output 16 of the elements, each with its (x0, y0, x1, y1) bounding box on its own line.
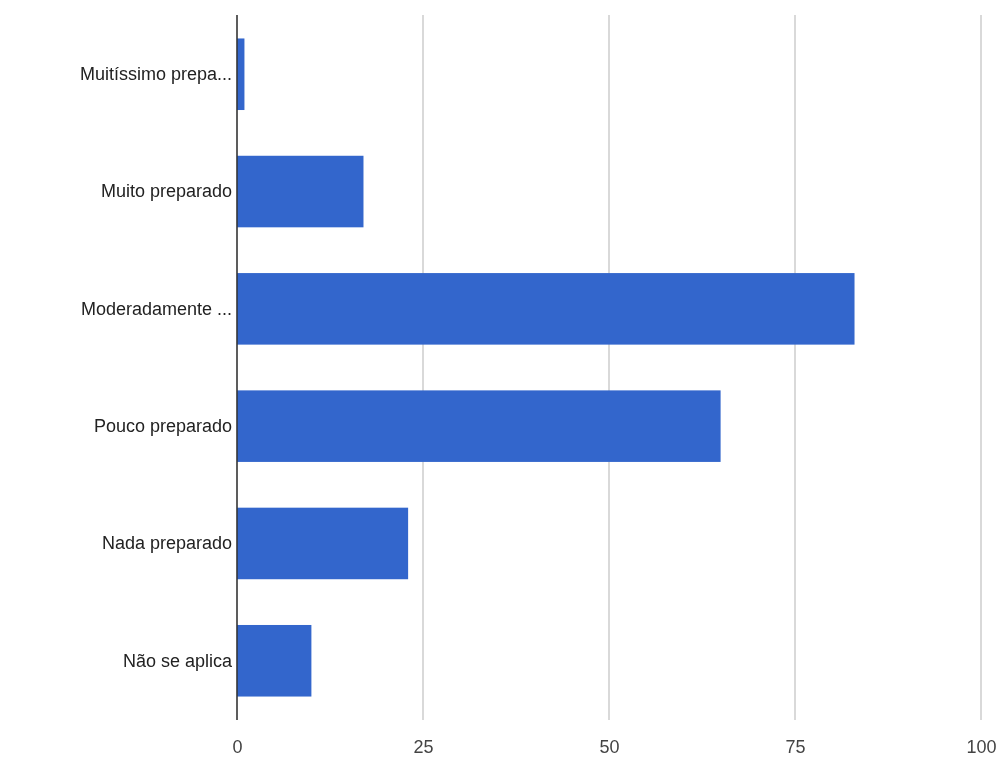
y-tick-label: Moderadamente ... (80, 298, 232, 319)
bar (237, 273, 855, 345)
x-tick-label: 50 (599, 736, 620, 757)
x-tick-label: 0 (232, 736, 243, 757)
x-tick-label: 100 (966, 736, 997, 757)
x-tick-label: 75 (785, 736, 806, 757)
y-tick-label: Muitíssimo prepa... (79, 64, 232, 84)
y-tick-label: Não se aplica (122, 650, 233, 671)
y-tick-label: Muito preparado (100, 181, 232, 202)
bar (237, 624, 312, 697)
bar (237, 507, 409, 580)
bar (237, 155, 364, 228)
bar (237, 390, 721, 462)
y-tick-label: Pouco preparado (93, 415, 232, 436)
y-tick-label: Nada preparado (101, 533, 232, 554)
x-tick-label: 25 (413, 736, 434, 757)
